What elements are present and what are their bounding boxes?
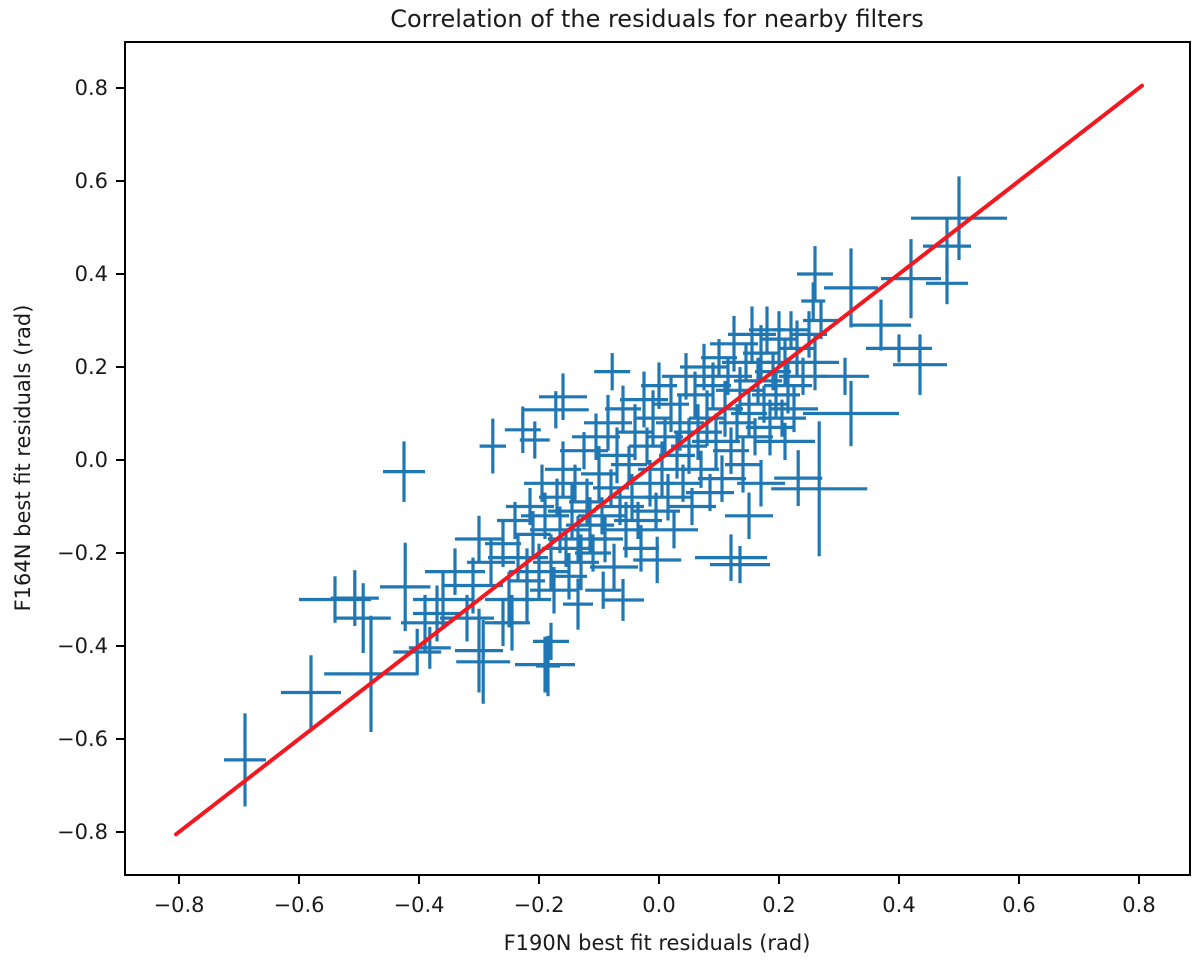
x-tick-label: −0.6 <box>274 893 325 917</box>
y-tick-label: 0.6 <box>75 169 108 193</box>
y-tick-label: −0.6 <box>57 727 108 751</box>
y-tick-label: 0.4 <box>75 262 108 286</box>
errorbar-points <box>224 176 1007 807</box>
axes-frame <box>124 41 1191 876</box>
x-tick-label: −0.8 <box>154 893 205 917</box>
identity-line <box>174 83 1144 837</box>
chart-title: Correlation of the residuals for nearby … <box>390 5 924 33</box>
y-tick-label: 0.0 <box>75 448 108 472</box>
x-axis-ticks: −0.8 −0.6 −0.4 −0.2 0.0 0.2 0.4 0.6 0.8 <box>154 875 1156 917</box>
x-tick-label: −0.4 <box>394 893 445 917</box>
y-tick-label: 0.2 <box>75 355 108 379</box>
y-tick-label: −0.4 <box>57 634 108 658</box>
y-axis-label: F164N best fit residuals (rad) <box>11 305 35 612</box>
x-tick-label: 0.2 <box>762 893 795 917</box>
x-tick-label: 0.0 <box>642 893 675 917</box>
x-tick-label: 0.6 <box>1002 893 1035 917</box>
y-tick-label: −0.2 <box>57 541 108 565</box>
x-tick-label: −0.2 <box>514 893 565 917</box>
y-tick-label: −0.8 <box>57 820 108 844</box>
y-tick-label: 0.8 <box>75 76 108 100</box>
x-tick-label: 0.4 <box>882 893 915 917</box>
y-axis-ticks: −0.8 −0.6 −0.4 −0.2 0.0 0.2 0.4 0.6 0.8 <box>57 76 125 844</box>
x-tick-label: 0.8 <box>1122 893 1155 917</box>
identity-line-segment <box>174 83 1144 837</box>
x-axis-label: F190N best fit residuals (rad) <box>504 931 811 955</box>
